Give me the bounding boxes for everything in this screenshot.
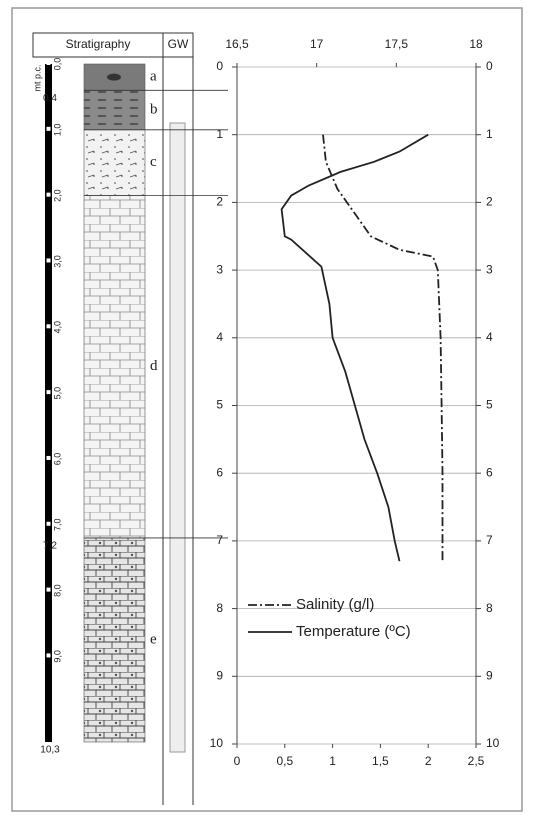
y-tick-label: 8: [216, 601, 223, 615]
depth-scale-label: 1,0: [52, 124, 62, 137]
strat-title: Stratigraphy: [66, 37, 131, 51]
depth-mark-label: 0,4: [43, 93, 57, 104]
layer: [83, 195, 146, 539]
x2-tick-label: 17,5: [385, 37, 409, 51]
depth-scale-gap: [46, 258, 51, 263]
x-tick-label: 0,5: [276, 754, 293, 768]
y-tick-label: 1: [486, 127, 493, 141]
depth-scale-bar: [45, 64, 52, 742]
depth-scale-label: 2,0: [52, 189, 62, 202]
y-tick-label: 5: [216, 398, 223, 412]
frame: [11, 7, 523, 812]
y-tick-label: 7: [216, 533, 223, 547]
y-tick-label: 10: [486, 736, 500, 750]
x-tick-label: 0: [234, 754, 241, 768]
x-tick-label: 1,5: [372, 754, 389, 768]
depth-scale-gap: [46, 653, 51, 658]
y-tick-label: 3: [486, 262, 493, 276]
x-tick-label: 2: [425, 754, 432, 768]
legend-label: Temperature (ºC): [296, 623, 411, 640]
x-tick-label: 1: [329, 754, 336, 768]
depth-scale-gap: [46, 61, 51, 65]
y-tick-label: 10: [210, 736, 224, 750]
x-tick-label: 2,5: [468, 754, 485, 768]
layer-label: a: [150, 69, 157, 85]
y-tick-label: 8: [486, 601, 493, 615]
y-tick-label: 6: [486, 465, 493, 479]
y-tick-label: 3: [216, 262, 223, 276]
y-tick-label: 0: [216, 59, 223, 73]
depth-scale-label: 6,0: [52, 453, 62, 466]
depth-scale-gap: [46, 192, 51, 197]
y-tick-label: 2: [216, 195, 223, 209]
layer-label: b: [150, 102, 158, 118]
depth-scale-label: 4,0: [52, 321, 62, 334]
depth-scale-label: 8,0: [52, 584, 62, 597]
layer-label: d: [150, 358, 158, 374]
y-tick-label: 4: [216, 330, 223, 344]
depth-scale-label: 5,0: [52, 387, 62, 400]
y-tick-label: 6: [216, 465, 223, 479]
x2-tick-label: 17: [310, 37, 324, 51]
layer-label: e: [150, 631, 157, 647]
depth-scale-gap: [46, 324, 51, 329]
y-tick-label: 4: [486, 330, 493, 344]
y-tick-label: 1: [216, 127, 223, 141]
depth-scale-gap: [46, 390, 51, 395]
y-tick-label: 9: [216, 668, 223, 682]
groundwater-bar: [169, 122, 186, 753]
depth-scale-gap: [46, 126, 51, 131]
layer: [83, 129, 146, 196]
depth-scale-gap: [46, 521, 51, 526]
depth-scale-gap: [46, 455, 51, 460]
gw-title: GW: [168, 37, 189, 51]
series-line: [280, 133, 429, 562]
depth-scale-label: 0,0: [52, 58, 62, 71]
depth-scale-gap: [46, 587, 51, 592]
legend-label: Salinity (g/l): [296, 596, 374, 613]
depth-mark-label: 7,2: [43, 541, 57, 552]
layer: [83, 90, 146, 131]
depth-scale-label: 3,0: [52, 255, 62, 268]
layer-label: c: [150, 154, 157, 170]
layer: [83, 537, 146, 743]
layer-symbol: [107, 73, 121, 81]
y-tick-label: 5: [486, 398, 493, 412]
y-tick-label: 7: [486, 533, 493, 547]
depth-scale-label: 9,0: [52, 650, 62, 663]
x2-tick-label: 16,5: [225, 37, 249, 51]
x2-tick-label: 18: [469, 37, 483, 51]
unit-label: mt p.c.: [32, 64, 42, 91]
series-line: [322, 134, 444, 562]
depth-scale-label: 7,0: [52, 519, 62, 532]
y-tick-label: 0: [486, 59, 493, 73]
depth-mark-label: 10,3: [40, 745, 60, 756]
y-tick-label: 9: [486, 668, 493, 682]
y-tick-label: 2: [486, 195, 493, 209]
